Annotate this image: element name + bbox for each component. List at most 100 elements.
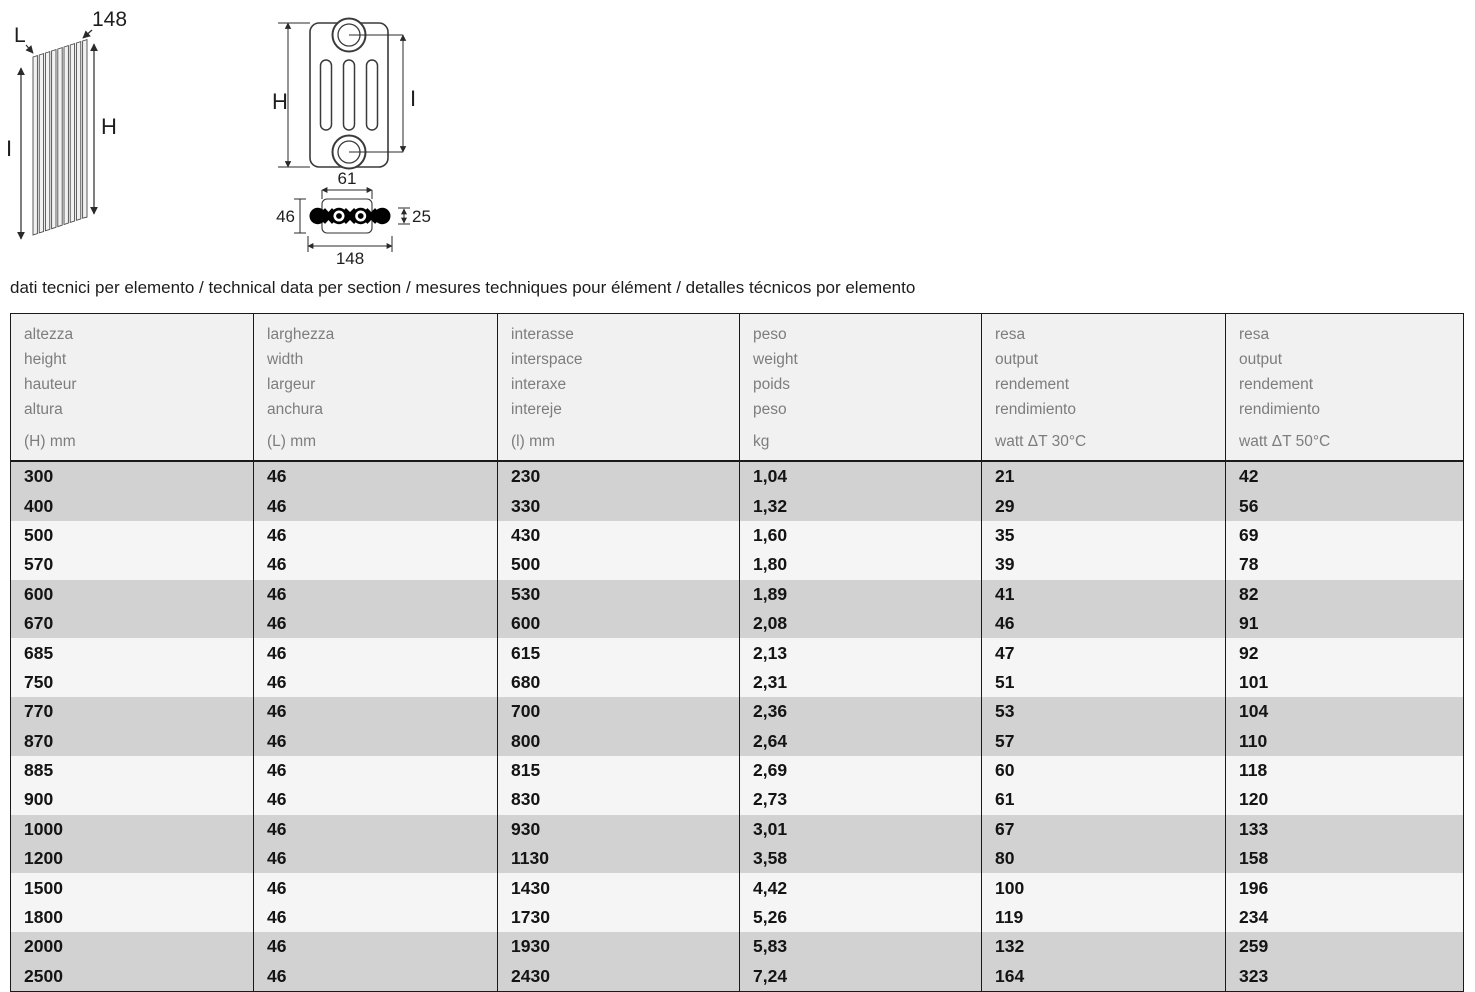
table-cell: 830 bbox=[497, 785, 740, 815]
column-name: output bbox=[995, 351, 1039, 368]
column-unit: kg bbox=[753, 433, 770, 450]
table-row: 570 46 500 1,80 39 78 bbox=[10, 550, 1464, 580]
total-width-label: 148 bbox=[336, 249, 364, 268]
radiator-front-view-diagram: H I bbox=[272, 17, 416, 170]
column-header-4: resa output rendement rendimiento watt ΔT 30… bbox=[981, 313, 1226, 462]
table-cell: 7,24 bbox=[739, 961, 982, 992]
table-cell: 78 bbox=[1225, 550, 1464, 580]
table-row: 870 46 800 2,64 57 110 bbox=[10, 726, 1464, 756]
interspace-label: I bbox=[6, 136, 12, 161]
table-cell: 900 bbox=[10, 785, 254, 815]
column-unit: watt ΔT 30°C bbox=[995, 433, 1087, 450]
table-cell: 323 bbox=[1225, 961, 1464, 992]
table-cell: 2,36 bbox=[739, 697, 982, 727]
table-cell: 46 bbox=[253, 667, 498, 698]
table-cell: 1,60 bbox=[739, 520, 982, 551]
column-name: interasse bbox=[511, 326, 574, 343]
column-name: interspace bbox=[511, 351, 583, 368]
table-row: 670 46 600 2,08 46 91 bbox=[10, 608, 1464, 639]
table-row: 600 46 530 1,89 41 82 bbox=[10, 579, 1464, 609]
table-cell: 46 bbox=[253, 932, 498, 962]
table-row: 500 46 430 1,60 35 69 bbox=[10, 520, 1464, 551]
table-cell: 132 bbox=[981, 932, 1226, 962]
table-cell: 530 bbox=[497, 579, 740, 609]
table-cell: 600 bbox=[10, 579, 254, 609]
column-name: peso bbox=[753, 326, 787, 343]
table-cell: 234 bbox=[1225, 902, 1464, 933]
table-cell: 46 bbox=[253, 608, 498, 639]
table-cell: 46 bbox=[253, 579, 498, 609]
table-cell: 46 bbox=[253, 755, 498, 786]
table-cell: 885 bbox=[10, 755, 254, 786]
width-leader-arrow bbox=[82, 29, 93, 39]
column-name: hauteur bbox=[24, 376, 77, 393]
table-cell: 46 bbox=[253, 638, 498, 668]
table-cell: 158 bbox=[1225, 844, 1464, 874]
table-cell: 259 bbox=[1225, 932, 1464, 962]
table-cell: 92 bbox=[1225, 638, 1464, 668]
column-name: rendimiento bbox=[995, 401, 1076, 418]
column-header-1: larghezza width largeur anchura (L) mm bbox=[253, 313, 498, 462]
table-cell: 600 bbox=[497, 608, 740, 639]
table-cell: 69 bbox=[1225, 520, 1464, 551]
table-cell: 300 bbox=[10, 461, 254, 492]
table-cell: 101 bbox=[1225, 667, 1464, 698]
radiator-fins bbox=[32, 38, 88, 236]
table-cell: 57 bbox=[981, 726, 1226, 756]
column-name: poids bbox=[753, 376, 791, 393]
table-cell: 700 bbox=[497, 697, 740, 727]
table-cell: 46 bbox=[253, 902, 498, 933]
table-cell: 685 bbox=[10, 638, 254, 668]
table-cell: 2,13 bbox=[739, 638, 982, 668]
column-name: rendement bbox=[995, 376, 1070, 393]
column-name: largeur bbox=[267, 376, 316, 393]
column-tubes bbox=[309, 207, 391, 225]
table-cell: 46 bbox=[253, 550, 498, 580]
table-cell: 750 bbox=[10, 667, 254, 698]
depth-leader-arrow bbox=[25, 44, 34, 54]
table-cell: 46 bbox=[253, 961, 498, 992]
table-row: 300 46 230 1,04 21 42 bbox=[10, 461, 1464, 492]
column-name: altura bbox=[24, 401, 63, 418]
fin-thickness-label: 25 bbox=[412, 207, 431, 226]
table-cell: 1,32 bbox=[739, 491, 982, 521]
column-name: resa bbox=[1239, 326, 1270, 343]
table-cell: 2,69 bbox=[739, 755, 982, 786]
diagram-area: L 148 H I bbox=[0, 0, 1475, 272]
table-cell: 196 bbox=[1225, 873, 1464, 903]
table-cell: 2500 bbox=[10, 961, 254, 992]
table-cell: 2430 bbox=[497, 961, 740, 992]
table-cell: 615 bbox=[497, 638, 740, 668]
table-cell: 3,01 bbox=[739, 814, 982, 845]
column-name: altezza bbox=[24, 326, 74, 343]
table-cell: 1,80 bbox=[739, 550, 982, 580]
table-cell: 35 bbox=[981, 520, 1226, 551]
table-cell: 5,26 bbox=[739, 902, 982, 933]
table-cell: 500 bbox=[10, 520, 254, 551]
column-header-5: resa output rendement rendimiento watt ΔT 50… bbox=[1225, 313, 1464, 462]
table-cell: 1200 bbox=[10, 844, 254, 874]
column-unit: (H) mm bbox=[24, 433, 76, 450]
table-cell: 2,08 bbox=[739, 608, 982, 639]
table-row: 2500 46 2430 7,24 164 323 bbox=[10, 961, 1464, 992]
table-cell: 4,42 bbox=[739, 873, 982, 903]
column-name: resa bbox=[995, 326, 1026, 343]
table-cell: 46 bbox=[253, 726, 498, 756]
column-name: rendement bbox=[1239, 376, 1314, 393]
column-name: output bbox=[1239, 351, 1283, 368]
table-cell: 133 bbox=[1225, 814, 1464, 845]
table-cell: 46 bbox=[253, 520, 498, 551]
table-cell: 1730 bbox=[497, 902, 740, 933]
table-cell: 42 bbox=[1225, 461, 1464, 492]
table-cell: 1130 bbox=[497, 844, 740, 874]
table-cell: 400 bbox=[10, 491, 254, 521]
table-cell: 60 bbox=[981, 755, 1226, 786]
table-cell: 47 bbox=[981, 638, 1226, 668]
table-cell: 80 bbox=[981, 844, 1226, 874]
table-cell: 46 bbox=[253, 873, 498, 903]
table-cell: 1430 bbox=[497, 873, 740, 903]
table-cell: 1500 bbox=[10, 873, 254, 903]
table-cell: 46 bbox=[253, 461, 498, 492]
column-name: weight bbox=[753, 351, 798, 368]
table-cell: 870 bbox=[10, 726, 254, 756]
